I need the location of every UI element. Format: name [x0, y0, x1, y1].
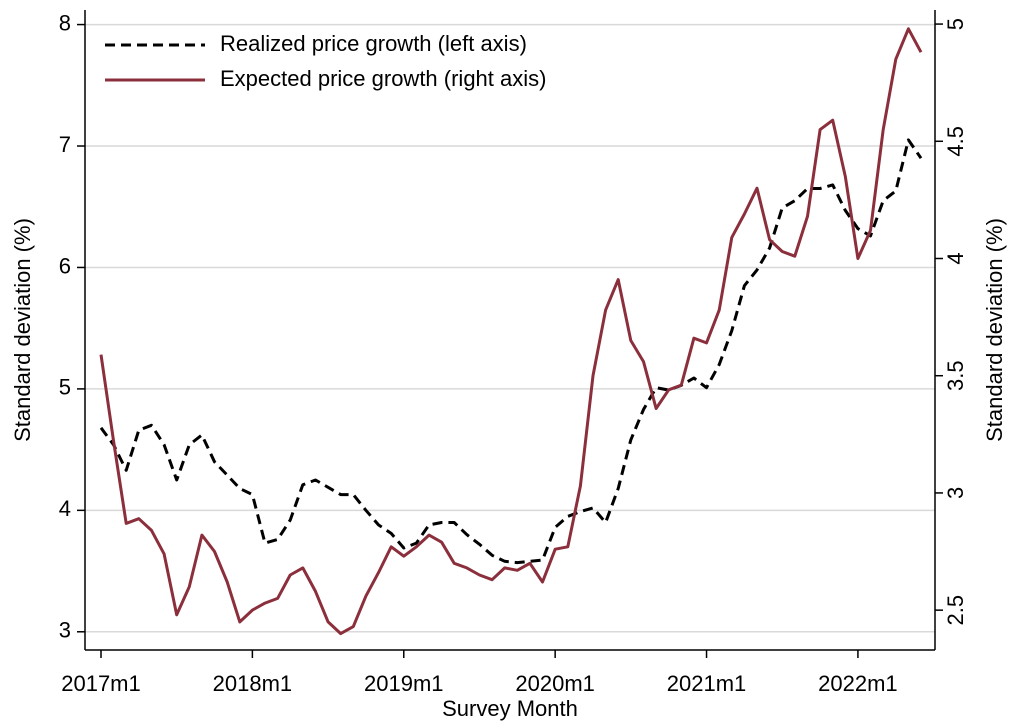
legend-label: Expected price growth (right axis) — [220, 66, 546, 91]
y-tick-label: 6 — [59, 253, 71, 278]
y-tick-label: 4 — [59, 496, 71, 521]
x-tick-label: 2021m1 — [667, 671, 747, 696]
y2-tick-label: 2.5 — [943, 595, 968, 626]
y-tick-label: 3 — [59, 618, 71, 643]
y2-tick-label: 4.5 — [943, 126, 968, 157]
y2-tick-label: 5 — [943, 18, 968, 30]
x-tick-label: 2020m1 — [515, 671, 595, 696]
x-tick-label: 2018m1 — [213, 671, 293, 696]
y-tick-label: 7 — [59, 132, 71, 157]
x-axis-title: Survey Month — [442, 696, 578, 721]
series-line — [99, 27, 923, 636]
x-tick-label: 2017m1 — [61, 671, 141, 696]
x-tick-label: 2019m1 — [364, 671, 444, 696]
y2-tick-label: 4 — [943, 252, 968, 264]
y-axis-title: Standard deviation (%) — [10, 218, 35, 442]
legend-label: Realized price growth (left axis) — [220, 31, 527, 56]
x-tick-label: 2022m1 — [818, 671, 898, 696]
y-tick-label: 8 — [59, 10, 71, 35]
y2-axis-title: Standard deviation (%) — [982, 218, 1007, 442]
y-tick-label: 5 — [59, 375, 71, 400]
y2-tick-label: 3 — [943, 487, 968, 499]
y2-tick-label: 3.5 — [943, 360, 968, 391]
